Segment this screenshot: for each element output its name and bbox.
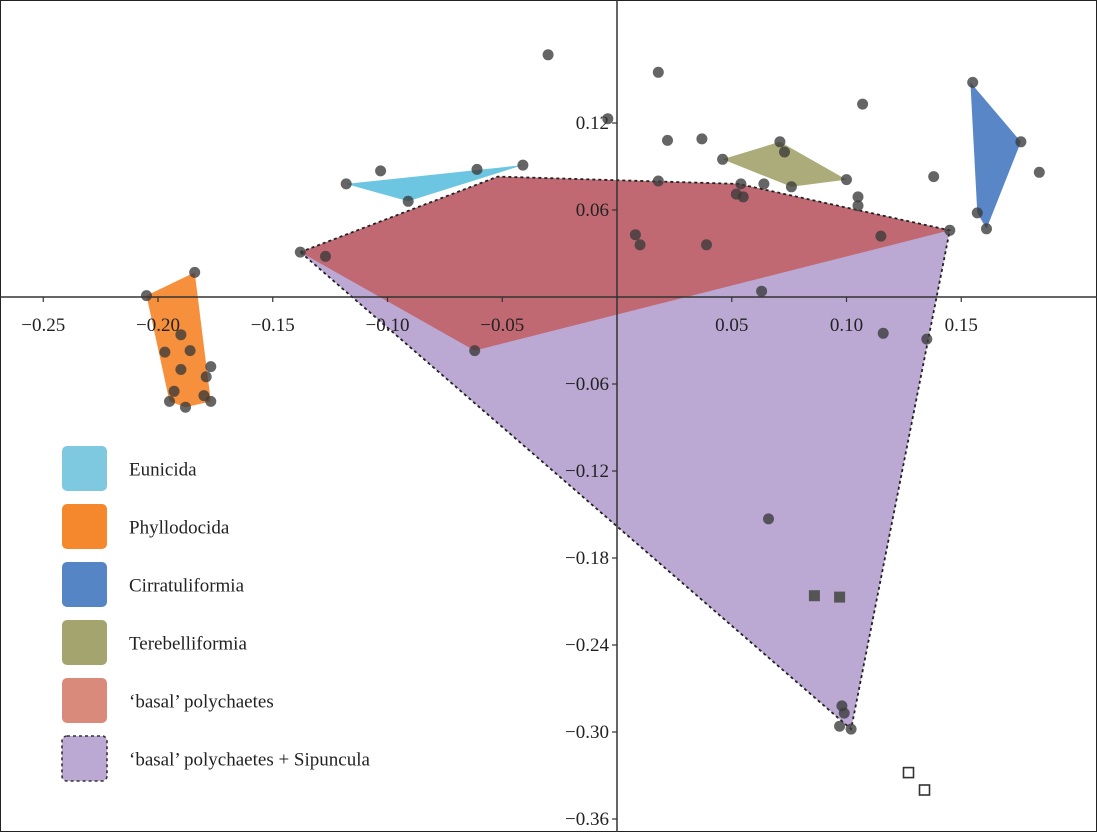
y-tick-label: 0.12 — [576, 113, 609, 134]
legend-label-basal: ‘basal’ polychaetes — [129, 692, 274, 713]
hull-cirratuliformia — [970, 82, 1021, 229]
data-point — [469, 345, 481, 357]
data-point — [375, 165, 387, 177]
data-point — [175, 364, 187, 375]
x-tick-label: 0.05 — [715, 315, 748, 336]
data-point — [944, 224, 956, 236]
data-point — [852, 200, 864, 212]
hull-outline-basal-sipuncula — [299, 175, 951, 731]
data-point — [857, 98, 869, 110]
data-point — [717, 153, 729, 165]
legend-swatch-cirratuliformia — [62, 562, 107, 607]
data-point — [320, 250, 331, 262]
data-point — [200, 371, 212, 383]
data-point — [838, 707, 850, 719]
data-point — [471, 163, 483, 175]
y-tick-label: −0.18 — [565, 548, 609, 569]
data-point — [652, 175, 664, 187]
data-point — [180, 401, 191, 413]
data-point — [294, 246, 306, 258]
data-point — [785, 181, 797, 193]
data-point — [175, 329, 187, 341]
data-point — [205, 395, 217, 407]
data-point — [340, 178, 352, 190]
data-point — [845, 723, 857, 735]
data-point-square-filled — [834, 591, 846, 603]
data-point — [834, 720, 846, 732]
data-point — [517, 159, 529, 171]
data-point — [971, 207, 983, 219]
y-tick-label: 0.06 — [576, 200, 609, 221]
data-point — [921, 333, 933, 345]
data-point — [205, 361, 217, 373]
data-point — [189, 266, 201, 278]
hull-basal — [300, 176, 950, 351]
data-point — [602, 113, 614, 125]
hull-phyllodocida — [146, 272, 211, 408]
legend-label-eunicida: Eunicida — [129, 460, 197, 481]
data-point — [696, 133, 708, 145]
data-point — [756, 285, 768, 297]
legend-label-terebelliformia: Terebelliformia — [129, 634, 247, 655]
data-point — [981, 223, 992, 235]
x-tick-label: 0.10 — [830, 315, 863, 336]
data-point — [542, 49, 554, 61]
data-point — [1033, 166, 1045, 178]
data-point — [141, 290, 152, 302]
data-point — [629, 229, 641, 241]
data-point — [774, 136, 786, 148]
data-point-square-open — [902, 766, 915, 779]
legend-label-phyllodocida: Phyllodocida — [129, 518, 230, 539]
x-tick-label: −0.25 — [21, 315, 65, 336]
data-point — [701, 239, 712, 251]
data-point — [735, 178, 747, 190]
y-tick-label: −0.36 — [565, 809, 609, 830]
x-tick-label: −0.10 — [366, 315, 410, 336]
y-tick-label: −0.12 — [565, 461, 609, 482]
data-point — [402, 195, 414, 207]
data-point — [1015, 136, 1027, 148]
legend-swatch-eunicida — [62, 446, 107, 491]
x-tick-label: −0.15 — [251, 315, 295, 336]
hulls-layer — [146, 82, 1021, 730]
data-point — [779, 146, 790, 158]
data-point — [928, 171, 940, 183]
data-point — [841, 174, 852, 186]
data-point — [168, 385, 180, 397]
legend-swatch-terebelliformia — [62, 620, 107, 665]
data-point — [852, 191, 864, 203]
data-point — [877, 327, 889, 339]
y-tick-label: −0.24 — [565, 635, 609, 656]
data-point — [634, 239, 646, 251]
y-tick-label: −0.06 — [565, 374, 609, 395]
legend-swatch-basal_sipuncula — [61, 735, 108, 782]
y-tick-label: −0.30 — [565, 722, 609, 743]
data-point — [662, 134, 673, 146]
data-point — [159, 346, 171, 358]
data-point — [763, 513, 774, 525]
data-point — [184, 345, 196, 357]
legend: Eunicida Phyllodocida Cirratuliformia Tereb… — [61, 446, 370, 782]
data-point-square-open — [918, 784, 931, 796]
data-point — [758, 178, 770, 190]
x-tick-label: 0.15 — [945, 315, 978, 336]
legend-swatch-phyllodocida — [62, 504, 107, 549]
x-tick-label: −0.05 — [480, 315, 524, 336]
data-point — [875, 230, 887, 242]
data-point — [652, 66, 664, 78]
data-point — [737, 191, 749, 203]
outline-layer — [299, 175, 951, 731]
legend-swatch-basal — [62, 678, 107, 723]
legend-label-cirratuliformia: Cirratuliformia — [129, 576, 245, 597]
points-layer — [141, 49, 1045, 796]
data-point-square-filled — [808, 590, 820, 602]
legend-label-basal_sipuncula: ‘basal’ polychaetes + Sipuncula — [129, 750, 370, 771]
data-point — [967, 76, 979, 88]
data-point — [164, 395, 175, 407]
hull-terebelliformia — [722, 141, 847, 187]
x-tick-label: −0.20 — [136, 315, 180, 336]
